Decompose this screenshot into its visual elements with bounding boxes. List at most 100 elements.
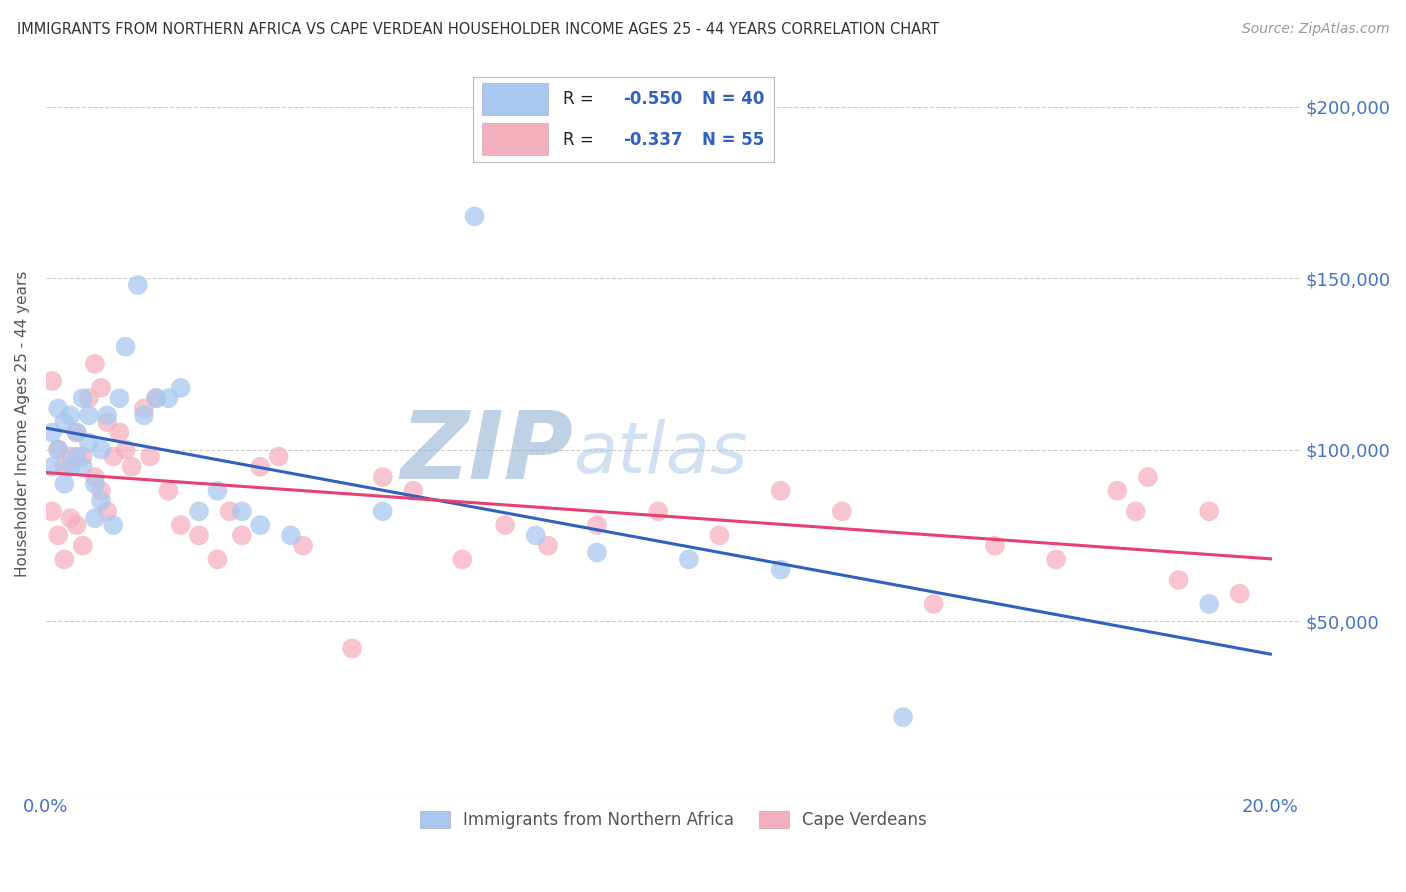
Point [96,504,118,518]
Point [41,374,63,388]
Point [90,442,112,457]
Point [46,401,69,416]
Point [586,518,609,533]
Point [267,450,290,464]
Point [84,511,107,525]
Point [709,528,731,542]
Point [1125,504,1147,518]
Point [59,459,82,474]
Y-axis label: Householder Income Ages 25 - 44 years: Householder Income Ages 25 - 44 years [15,270,30,577]
Text: ZIP: ZIP [401,408,574,500]
Point [96,409,118,423]
Point [371,504,394,518]
Point [72,391,94,405]
Point [90,494,112,508]
Legend: Immigrants from Northern Africa, Cape Verdeans: Immigrants from Northern Africa, Cape Ve… [413,805,934,836]
Point [114,340,136,354]
Point [103,518,125,533]
Point [169,518,191,533]
Point [84,477,107,491]
Point [132,401,155,416]
Point [1136,470,1159,484]
Point [90,483,112,498]
Point [53,415,76,429]
Point [77,391,100,405]
Point [1167,573,1189,587]
Point [59,409,82,423]
Point [46,442,69,457]
Point [59,450,82,464]
Point [41,459,63,474]
Point [402,483,425,498]
Point [586,545,609,559]
Point [53,459,76,474]
Point [72,539,94,553]
Point [371,470,394,484]
Point [108,391,131,405]
Point [188,528,211,542]
Point [41,425,63,440]
Point [139,450,162,464]
Point [114,442,136,457]
Point [249,518,271,533]
Point [157,483,180,498]
Point [1229,587,1251,601]
Point [77,435,100,450]
Point [84,470,107,484]
Point [145,391,167,405]
Point [59,511,82,525]
Point [53,552,76,566]
Point [463,210,485,224]
Point [96,415,118,429]
Point [537,539,560,553]
Point [647,504,669,518]
Point [922,597,945,611]
Point [340,641,363,656]
Point [280,528,302,542]
Point [494,518,516,533]
Point [249,459,271,474]
Point [292,539,315,553]
Point [157,391,180,405]
Point [77,409,100,423]
Point [169,381,191,395]
Point [207,552,229,566]
Point [984,539,1007,553]
Point [1198,504,1220,518]
Point [891,710,914,724]
Point [145,391,167,405]
Point [451,552,474,566]
Point [41,504,63,518]
Point [127,277,149,292]
Point [188,504,211,518]
Point [231,504,253,518]
Point [1045,552,1067,566]
Point [121,459,143,474]
Text: IMMIGRANTS FROM NORTHERN AFRICA VS CAPE VERDEAN HOUSEHOLDER INCOME AGES 25 - 44 : IMMIGRANTS FROM NORTHERN AFRICA VS CAPE … [17,22,939,37]
Point [84,357,107,371]
Point [65,518,87,533]
Point [46,528,69,542]
Text: atlas: atlas [574,419,748,488]
Point [831,504,853,518]
Point [218,504,240,518]
Point [65,450,87,464]
Point [90,381,112,395]
Text: Source: ZipAtlas.com: Source: ZipAtlas.com [1241,22,1389,37]
Point [769,483,792,498]
Point [103,450,125,464]
Point [65,425,87,440]
Point [46,442,69,457]
Point [207,483,229,498]
Point [769,563,792,577]
Point [65,425,87,440]
Point [72,459,94,474]
Point [524,528,547,542]
Point [132,409,155,423]
Point [231,528,253,542]
Point [53,477,76,491]
Point [1107,483,1129,498]
Point [108,425,131,440]
Point [678,552,700,566]
Point [72,450,94,464]
